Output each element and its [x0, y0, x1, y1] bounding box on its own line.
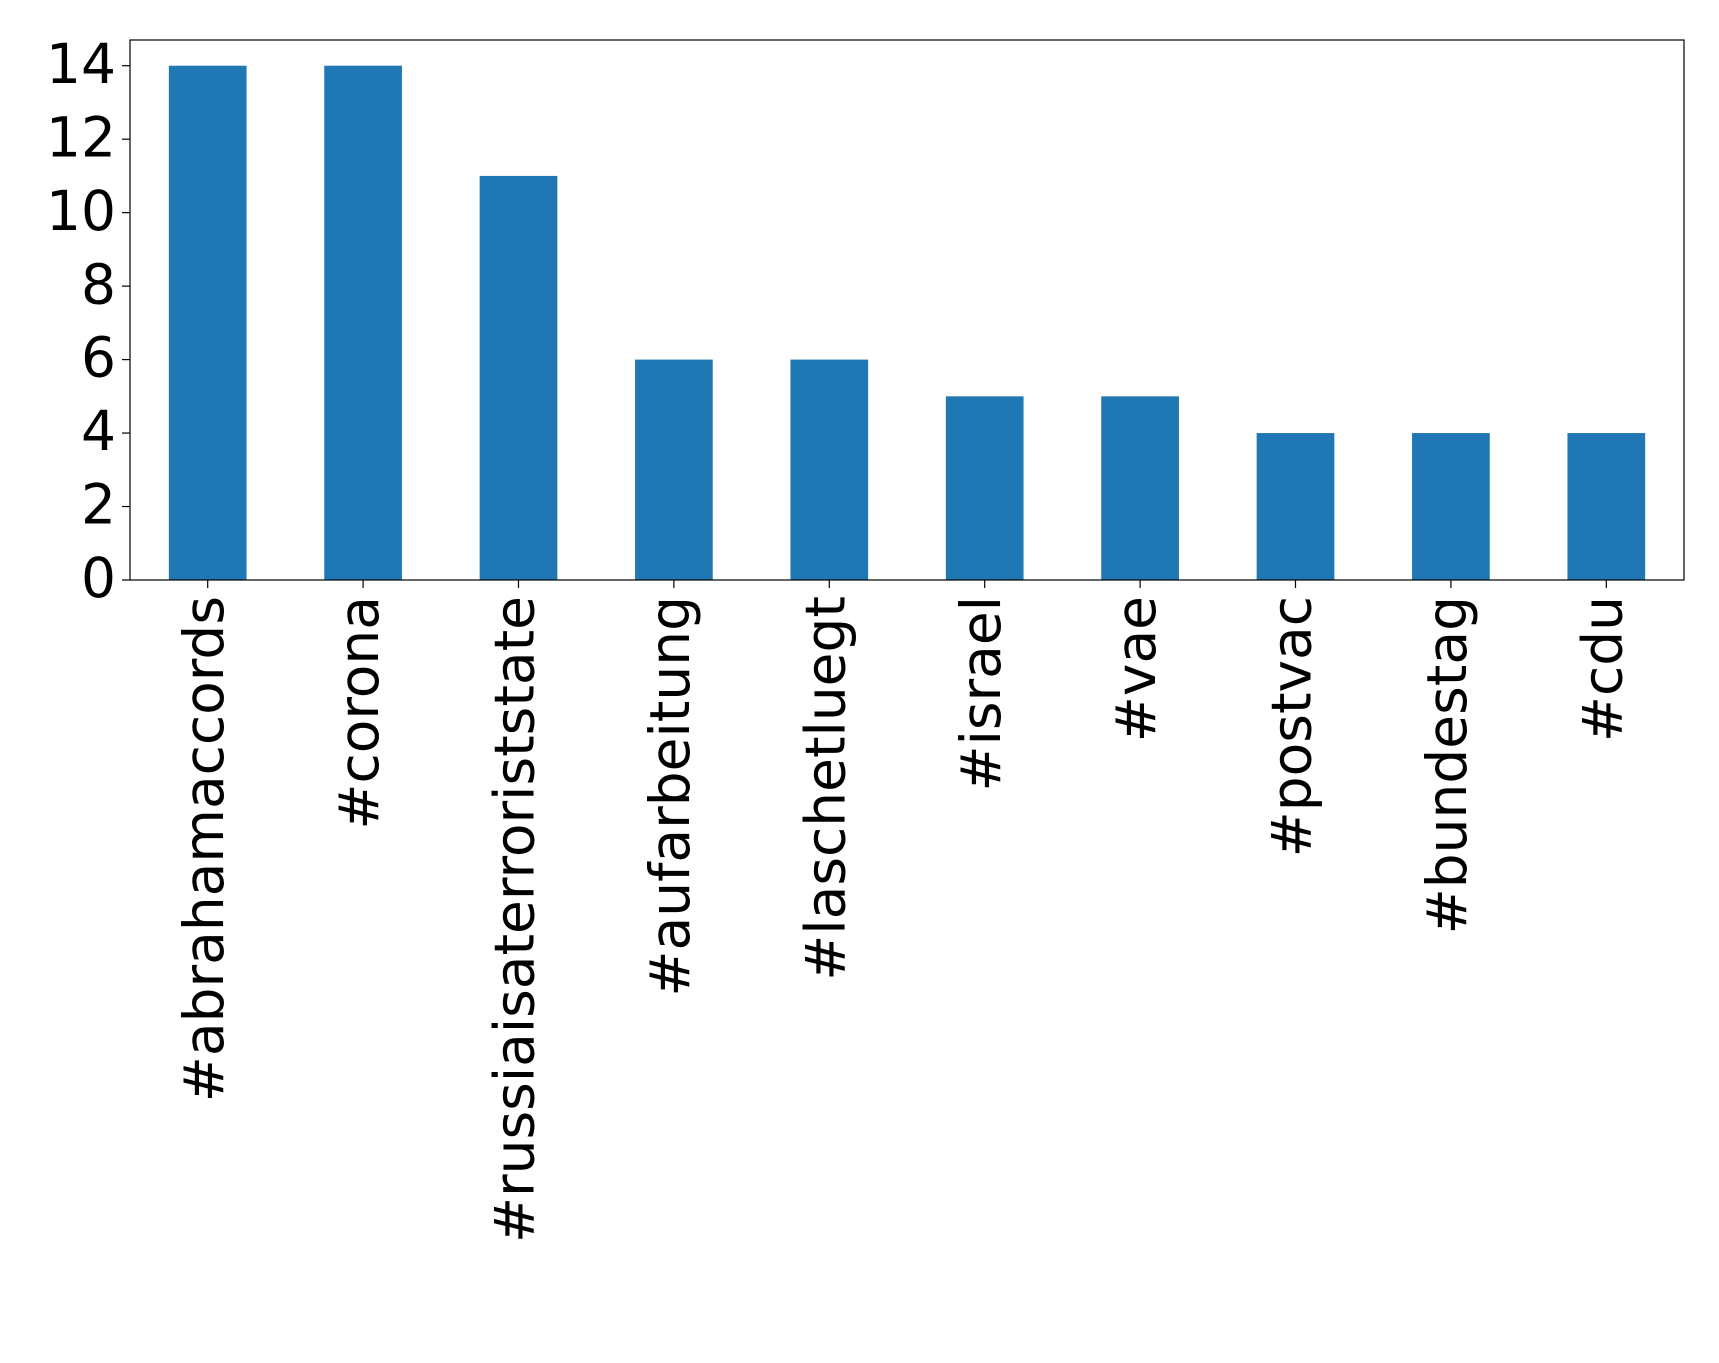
bar [1412, 433, 1490, 580]
y-tick-label: 10 [46, 179, 116, 243]
bar [479, 175, 558, 580]
y-tick-label: 0 [81, 546, 116, 610]
y-tick-label: 6 [81, 326, 116, 390]
x-tick-label: #postvac [1260, 596, 1324, 857]
x-tick-label: #corona [327, 596, 391, 830]
bar [945, 396, 1024, 580]
y-tick-label: 4 [81, 399, 116, 463]
bar [1101, 396, 1179, 580]
y-tick-label: 12 [46, 105, 116, 169]
bar [1256, 433, 1335, 580]
x-tick-label: #israel [949, 596, 1013, 791]
x-tick-label: #vae [1104, 596, 1168, 742]
y-tick-label: 8 [81, 252, 116, 316]
bar [1567, 433, 1646, 580]
bar [324, 65, 402, 580]
bar [635, 359, 713, 580]
bar [790, 359, 869, 580]
x-tick-label: #aufarbeitung [638, 596, 702, 997]
plot-frame [129, 39, 1685, 581]
x-tick-label: #abrahamaccords [172, 596, 236, 1102]
x-tick-label: #russiaisaterroriststate [483, 596, 547, 1243]
y-tick-label: 14 [46, 32, 116, 96]
y-tick-label: 2 [81, 473, 116, 537]
bar [168, 65, 247, 580]
x-tick-label: #laschetluegt [793, 596, 857, 981]
x-tick-label: #bundestag [1415, 596, 1479, 934]
x-tick-label: #cdu [1570, 596, 1634, 742]
